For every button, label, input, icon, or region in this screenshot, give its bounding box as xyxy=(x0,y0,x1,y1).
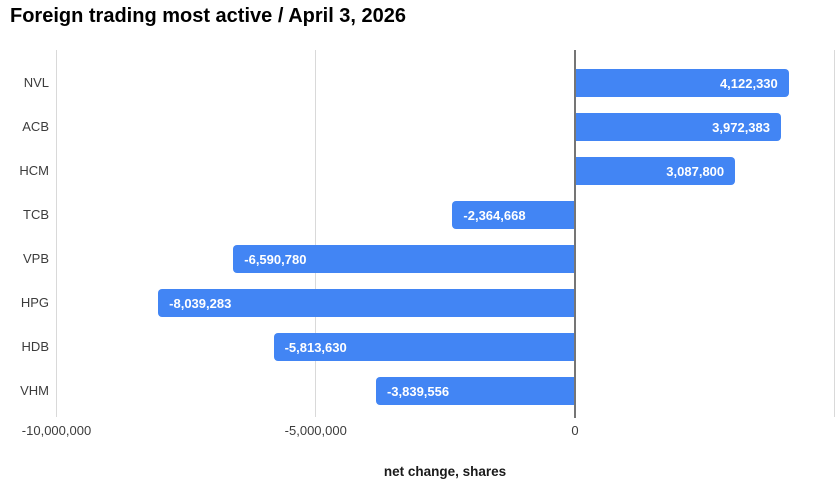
category-label: TCB xyxy=(23,207,49,223)
category-label: VHM xyxy=(20,383,49,399)
category-label: HPG xyxy=(20,295,49,311)
x-gridline xyxy=(315,50,317,417)
category-label: HDB xyxy=(21,339,49,355)
zero-baseline xyxy=(574,50,577,418)
bar-value-label: 3,087,800 xyxy=(666,163,725,179)
bar-value-label: 3,972,383 xyxy=(712,119,770,135)
x-gridline xyxy=(833,50,835,417)
bar-value-label: -2,364,668 xyxy=(463,207,526,223)
x-tick-label: -10,000,000 xyxy=(21,423,92,438)
bar-value-label: -5,813,630 xyxy=(284,339,347,355)
bar-value-label: -3,839,556 xyxy=(386,383,450,399)
bar: -2,364,668 xyxy=(452,201,575,230)
x-tick-label: -5,000,000 xyxy=(284,423,347,438)
bar: -6,590,780 xyxy=(233,245,575,274)
category-label: ACB xyxy=(22,119,49,135)
bar: -8,039,283 xyxy=(158,289,575,318)
chart-title: Foreign trading most active / April 3, 2… xyxy=(10,5,407,27)
bar-value-label: -8,039,283 xyxy=(169,295,232,311)
category-label: HCM xyxy=(19,163,49,179)
bar: -3,839,556 xyxy=(375,377,575,406)
bar: -5,813,630 xyxy=(273,333,575,362)
bar-value-label: -6,590,780 xyxy=(244,251,307,267)
x-tick-label: 0 xyxy=(571,423,579,438)
bar: 4,122,330 xyxy=(576,69,789,97)
category-label: VPB xyxy=(22,251,49,267)
x-gridline xyxy=(56,50,57,417)
bar: 3,972,383 xyxy=(576,113,781,142)
x-axis-title: net change, shares xyxy=(383,464,507,479)
bar: 3,087,800 xyxy=(576,157,736,186)
category-label: NVL xyxy=(23,75,49,90)
bar-value-label: 4,122,330 xyxy=(719,75,778,91)
